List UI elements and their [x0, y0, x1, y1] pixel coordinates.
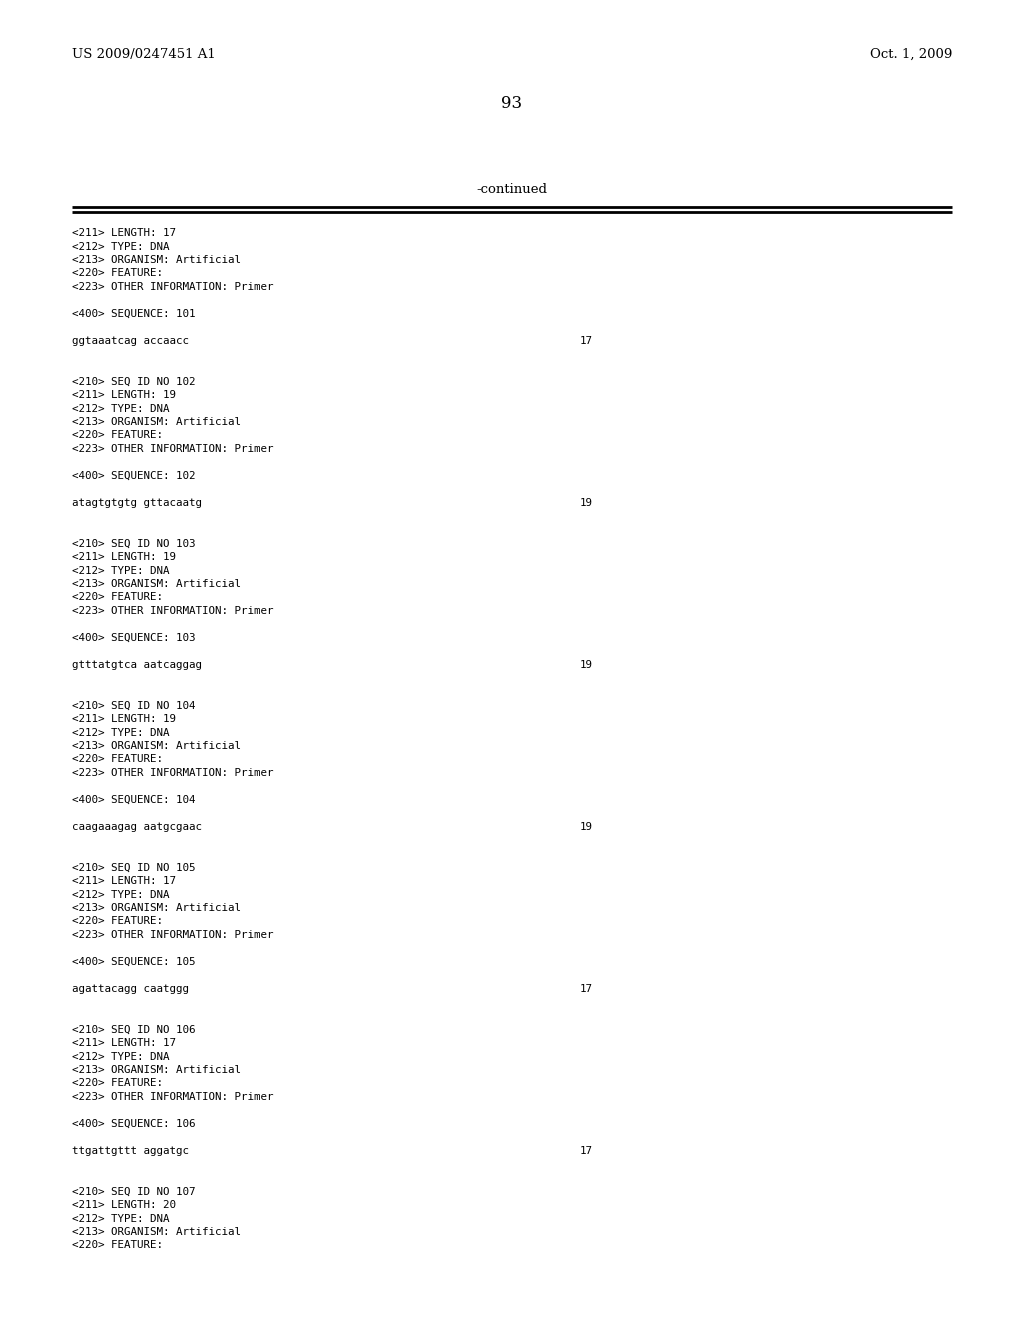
Text: <223> OTHER INFORMATION: Primer: <223> OTHER INFORMATION: Primer: [72, 606, 273, 616]
Text: 93: 93: [502, 95, 522, 112]
Text: <220> FEATURE:: <220> FEATURE:: [72, 755, 163, 764]
Text: <211> LENGTH: 19: <211> LENGTH: 19: [72, 552, 176, 562]
Text: <400> SEQUENCE: 104: <400> SEQUENCE: 104: [72, 795, 196, 805]
Text: <210> SEQ ID NO 102: <210> SEQ ID NO 102: [72, 376, 196, 387]
Text: ggtaaatcag accaacc: ggtaaatcag accaacc: [72, 337, 189, 346]
Text: <400> SEQUENCE: 103: <400> SEQUENCE: 103: [72, 634, 196, 643]
Text: <220> FEATURE:: <220> FEATURE:: [72, 430, 163, 441]
Text: atagtgtgtg gttacaatg: atagtgtgtg gttacaatg: [72, 498, 202, 508]
Text: <223> OTHER INFORMATION: Primer: <223> OTHER INFORMATION: Primer: [72, 282, 273, 292]
Text: 17: 17: [580, 983, 593, 994]
Text: <213> ORGANISM: Artificial: <213> ORGANISM: Artificial: [72, 255, 241, 265]
Text: <400> SEQUENCE: 105: <400> SEQUENCE: 105: [72, 957, 196, 968]
Text: <211> LENGTH: 17: <211> LENGTH: 17: [72, 1038, 176, 1048]
Text: 17: 17: [580, 1146, 593, 1156]
Text: <211> LENGTH: 17: <211> LENGTH: 17: [72, 228, 176, 238]
Text: <223> OTHER INFORMATION: Primer: <223> OTHER INFORMATION: Primer: [72, 931, 273, 940]
Text: -continued: -continued: [476, 183, 548, 195]
Text: US 2009/0247451 A1: US 2009/0247451 A1: [72, 48, 216, 61]
Text: agattacagg caatggg: agattacagg caatggg: [72, 983, 189, 994]
Text: gtttatgtca aatcaggag: gtttatgtca aatcaggag: [72, 660, 202, 671]
Text: <220> FEATURE:: <220> FEATURE:: [72, 1241, 163, 1250]
Text: <223> OTHER INFORMATION: Primer: <223> OTHER INFORMATION: Primer: [72, 768, 273, 777]
Text: <211> LENGTH: 19: <211> LENGTH: 19: [72, 714, 176, 723]
Text: <400> SEQUENCE: 101: <400> SEQUENCE: 101: [72, 309, 196, 319]
Text: <213> ORGANISM: Artificial: <213> ORGANISM: Artificial: [72, 1065, 241, 1074]
Text: 19: 19: [580, 660, 593, 671]
Text: 19: 19: [580, 822, 593, 832]
Text: <212> TYPE: DNA: <212> TYPE: DNA: [72, 1052, 170, 1061]
Text: <210> SEQ ID NO 107: <210> SEQ ID NO 107: [72, 1187, 196, 1196]
Text: <223> OTHER INFORMATION: Primer: <223> OTHER INFORMATION: Primer: [72, 444, 273, 454]
Text: ttgattgttt aggatgc: ttgattgttt aggatgc: [72, 1146, 189, 1156]
Text: <220> FEATURE:: <220> FEATURE:: [72, 268, 163, 279]
Text: <210> SEQ ID NO 104: <210> SEQ ID NO 104: [72, 701, 196, 710]
Text: <212> TYPE: DNA: <212> TYPE: DNA: [72, 404, 170, 413]
Text: <220> FEATURE:: <220> FEATURE:: [72, 916, 163, 927]
Text: <212> TYPE: DNA: <212> TYPE: DNA: [72, 1213, 170, 1224]
Text: <210> SEQ ID NO 106: <210> SEQ ID NO 106: [72, 1024, 196, 1035]
Text: <400> SEQUENCE: 106: <400> SEQUENCE: 106: [72, 1119, 196, 1129]
Text: <211> LENGTH: 20: <211> LENGTH: 20: [72, 1200, 176, 1210]
Text: <210> SEQ ID NO 103: <210> SEQ ID NO 103: [72, 539, 196, 549]
Text: caagaaagag aatgcgaac: caagaaagag aatgcgaac: [72, 822, 202, 832]
Text: <212> TYPE: DNA: <212> TYPE: DNA: [72, 890, 170, 899]
Text: <211> LENGTH: 19: <211> LENGTH: 19: [72, 389, 176, 400]
Text: <212> TYPE: DNA: <212> TYPE: DNA: [72, 727, 170, 738]
Text: <212> TYPE: DNA: <212> TYPE: DNA: [72, 242, 170, 252]
Text: <213> ORGANISM: Artificial: <213> ORGANISM: Artificial: [72, 417, 241, 426]
Text: <211> LENGTH: 17: <211> LENGTH: 17: [72, 876, 176, 886]
Text: <400> SEQUENCE: 102: <400> SEQUENCE: 102: [72, 471, 196, 480]
Text: <210> SEQ ID NO 105: <210> SEQ ID NO 105: [72, 862, 196, 873]
Text: <220> FEATURE:: <220> FEATURE:: [72, 1078, 163, 1089]
Text: 19: 19: [580, 498, 593, 508]
Text: <213> ORGANISM: Artificial: <213> ORGANISM: Artificial: [72, 579, 241, 589]
Text: Oct. 1, 2009: Oct. 1, 2009: [869, 48, 952, 61]
Text: <213> ORGANISM: Artificial: <213> ORGANISM: Artificial: [72, 741, 241, 751]
Text: 17: 17: [580, 337, 593, 346]
Text: <213> ORGANISM: Artificial: <213> ORGANISM: Artificial: [72, 1228, 241, 1237]
Text: <213> ORGANISM: Artificial: <213> ORGANISM: Artificial: [72, 903, 241, 913]
Text: <220> FEATURE:: <220> FEATURE:: [72, 593, 163, 602]
Text: <223> OTHER INFORMATION: Primer: <223> OTHER INFORMATION: Primer: [72, 1092, 273, 1102]
Text: <212> TYPE: DNA: <212> TYPE: DNA: [72, 565, 170, 576]
